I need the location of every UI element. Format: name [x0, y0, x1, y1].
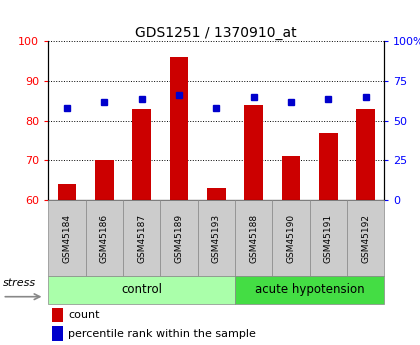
Bar — [356, 109, 375, 200]
Text: GSM45188: GSM45188 — [249, 214, 258, 263]
Bar — [235, 200, 272, 276]
Bar — [48, 200, 86, 276]
Title: GDS1251 / 1370910_at: GDS1251 / 1370910_at — [136, 26, 297, 40]
Bar — [207, 188, 226, 200]
Bar — [132, 109, 151, 200]
Text: percentile rank within the sample: percentile rank within the sample — [68, 329, 256, 339]
Text: acute hypotension: acute hypotension — [255, 283, 365, 296]
Bar — [160, 200, 198, 276]
Text: GSM45190: GSM45190 — [286, 214, 295, 263]
Text: count: count — [68, 310, 100, 320]
Text: GSM45189: GSM45189 — [174, 214, 184, 263]
Bar — [86, 200, 123, 276]
Text: GSM45192: GSM45192 — [361, 214, 370, 263]
Bar — [235, 276, 384, 304]
Text: GSM45193: GSM45193 — [212, 214, 221, 263]
Bar — [244, 105, 263, 200]
Text: GSM45184: GSM45184 — [63, 214, 71, 263]
Bar — [170, 57, 188, 200]
Text: stress: stress — [3, 278, 36, 288]
Bar — [198, 200, 235, 276]
Text: GSM45186: GSM45186 — [100, 214, 109, 263]
Bar — [58, 184, 76, 200]
Bar — [95, 160, 114, 200]
Bar — [272, 200, 310, 276]
Bar — [52, 326, 63, 341]
Bar — [310, 200, 347, 276]
Bar — [282, 156, 300, 200]
Bar — [52, 308, 63, 322]
Bar — [319, 132, 338, 200]
Text: GSM45191: GSM45191 — [324, 214, 333, 263]
Bar — [347, 200, 384, 276]
Bar — [123, 200, 160, 276]
Text: control: control — [121, 283, 162, 296]
Text: GSM45187: GSM45187 — [137, 214, 146, 263]
Bar — [48, 276, 235, 304]
